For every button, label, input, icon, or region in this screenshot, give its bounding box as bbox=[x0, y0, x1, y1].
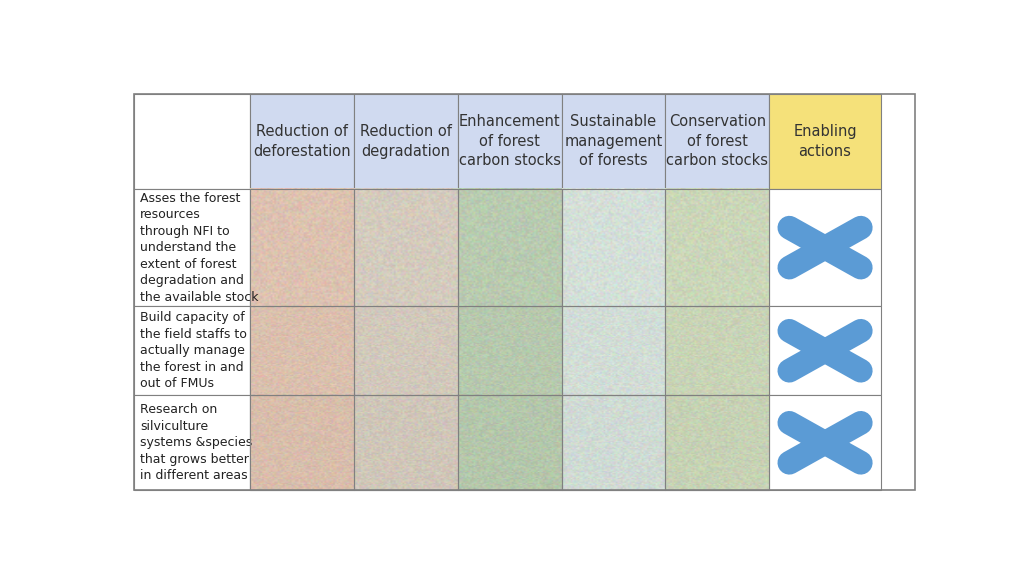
Bar bbox=[561, 189, 666, 306]
Bar bbox=[458, 306, 561, 395]
Bar bbox=[353, 306, 458, 395]
Bar bbox=[353, 93, 458, 189]
Bar bbox=[666, 189, 769, 306]
Bar bbox=[561, 395, 666, 491]
Bar bbox=[561, 395, 666, 491]
Bar bbox=[458, 189, 561, 306]
Text: Research on
silviculture
systems &species
that grows better
in different areas: Research on silviculture systems &specie… bbox=[140, 403, 252, 482]
Text: Build capacity of
the field staffs to
actually manage
the forest in and
out of F: Build capacity of the field staffs to ac… bbox=[140, 311, 247, 391]
Bar bbox=[666, 395, 769, 491]
Bar bbox=[250, 395, 353, 491]
Bar bbox=[353, 306, 458, 395]
Bar bbox=[769, 395, 881, 491]
Bar bbox=[561, 189, 666, 306]
Bar bbox=[250, 189, 353, 306]
Bar bbox=[250, 189, 353, 306]
Bar bbox=[666, 189, 769, 306]
Bar bbox=[353, 189, 458, 306]
Text: Reduction of
deforestation: Reduction of deforestation bbox=[253, 124, 350, 158]
Bar bbox=[561, 93, 666, 189]
Bar bbox=[769, 93, 881, 189]
Bar bbox=[134, 306, 250, 395]
Bar bbox=[250, 306, 353, 395]
Bar bbox=[250, 93, 353, 189]
Bar bbox=[134, 93, 915, 491]
Text: Asses the forest
resources
through NFI to
understand the
extent of forest
degrad: Asses the forest resources through NFI t… bbox=[140, 192, 258, 304]
Bar bbox=[353, 395, 458, 491]
Bar bbox=[353, 189, 458, 306]
Bar bbox=[250, 395, 353, 491]
Bar bbox=[458, 395, 561, 491]
Bar bbox=[353, 395, 458, 491]
Bar bbox=[134, 93, 250, 189]
Bar bbox=[666, 306, 769, 395]
Bar bbox=[769, 189, 881, 306]
Bar bbox=[666, 93, 769, 189]
Text: Enabling
actions: Enabling actions bbox=[794, 124, 857, 158]
Bar bbox=[666, 306, 769, 395]
Bar bbox=[769, 306, 881, 395]
Bar bbox=[134, 189, 250, 306]
Text: Reduction of
degradation: Reduction of degradation bbox=[359, 124, 452, 158]
Bar bbox=[458, 306, 561, 395]
Bar bbox=[561, 306, 666, 395]
Text: Sustainable
management
of forests: Sustainable management of forests bbox=[564, 114, 663, 169]
Bar bbox=[458, 395, 561, 491]
Bar bbox=[666, 395, 769, 491]
Bar bbox=[561, 306, 666, 395]
Bar bbox=[134, 395, 250, 491]
Bar bbox=[250, 306, 353, 395]
Text: Conservation
of forest
carbon stocks: Conservation of forest carbon stocks bbox=[667, 114, 768, 169]
Bar bbox=[458, 189, 561, 306]
Text: Enhancement
of forest
carbon stocks: Enhancement of forest carbon stocks bbox=[459, 114, 560, 169]
Bar bbox=[458, 93, 561, 189]
